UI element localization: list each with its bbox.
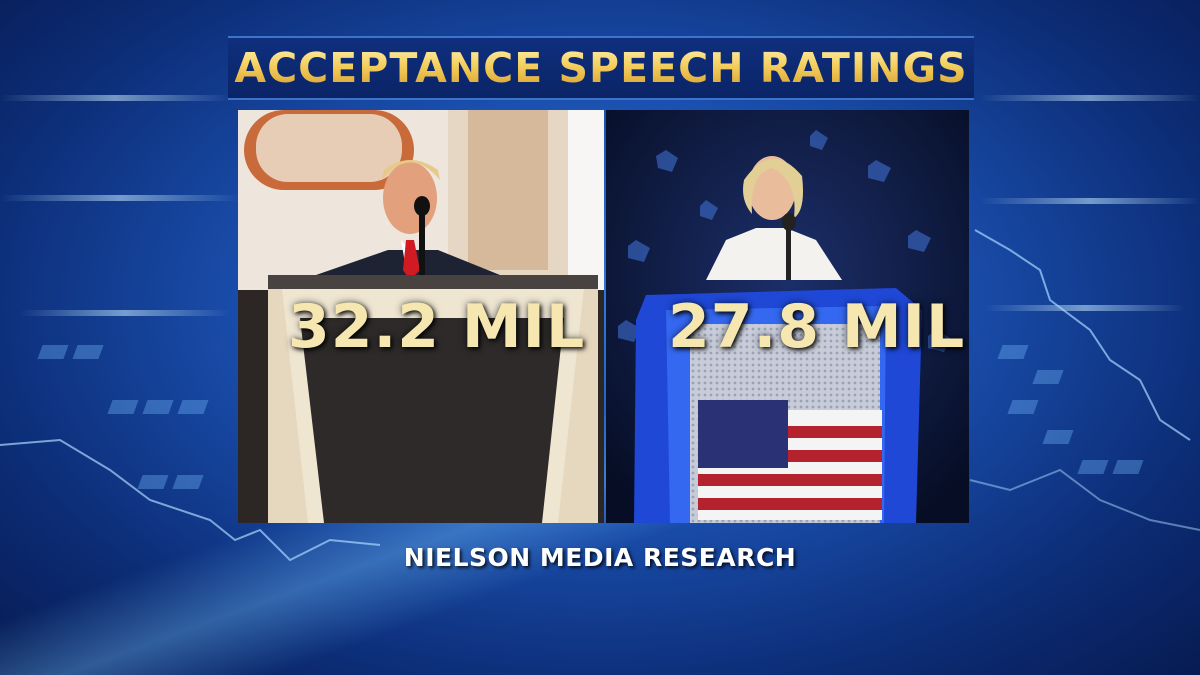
candidate-photo-left bbox=[238, 110, 604, 523]
source-credit: NIELSON MEDIA RESEARCH bbox=[403, 543, 797, 572]
rating-value-right: 27.8 MIL bbox=[668, 292, 966, 362]
speaker-illustration bbox=[606, 110, 969, 523]
light-streak bbox=[20, 310, 230, 316]
light-streak bbox=[0, 195, 240, 201]
candidate-photo-right bbox=[606, 110, 969, 523]
rating-value-left: 32.2 MIL bbox=[288, 292, 586, 362]
title-banner: ACCEPTANCE SPEECH RATINGS bbox=[228, 36, 974, 100]
light-streak bbox=[980, 198, 1200, 204]
light-streak bbox=[0, 95, 230, 101]
light-streak bbox=[980, 95, 1200, 101]
flag-decoration bbox=[698, 400, 882, 520]
page-title: ACCEPTANCE SPEECH RATINGS bbox=[234, 44, 968, 92]
speaker-illustration bbox=[238, 110, 604, 523]
light-streak bbox=[985, 305, 1185, 311]
